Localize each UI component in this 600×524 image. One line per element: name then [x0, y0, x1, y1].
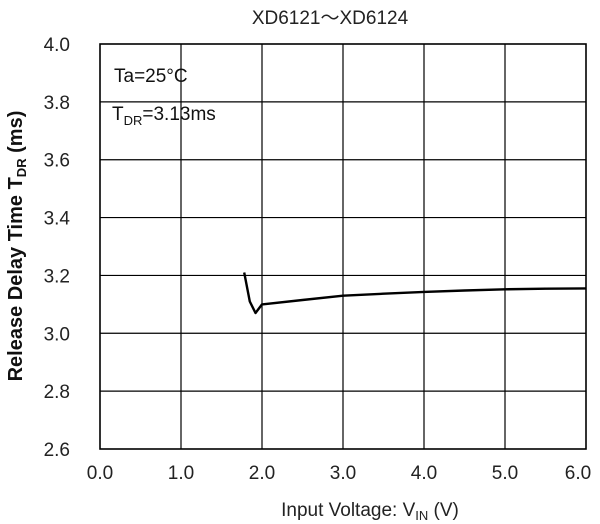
y-tick-label: 2.8 — [44, 382, 70, 403]
y-tick-label: 3.0 — [44, 324, 70, 345]
y-tick-labels: 2.6 2.8 3.0 3.2 3.4 3.6 3.8 4.0 — [44, 35, 71, 461]
x-tick-labels: 0.0 1.0 2.0 3.0 4.0 5.0 6.0 — [87, 463, 591, 484]
series-line — [243, 272, 587, 315]
chart-title: XD6121〜XD6124 — [252, 8, 409, 29]
x-tick-label: 1.0 — [168, 463, 194, 484]
x-tick-label: 4.0 — [411, 463, 437, 484]
grid-lines — [100, 44, 586, 449]
x-tick-label: 2.0 — [249, 463, 275, 484]
tdr-annotation: TDR=3.13ms — [112, 104, 216, 128]
plot-frame — [99, 43, 587, 450]
ambient-temp-annotation: Ta=25°C — [114, 66, 188, 87]
x-tick-label: 6.0 — [565, 463, 591, 484]
x-tick-label: 5.0 — [492, 463, 518, 484]
y-tick-label: 3.4 — [44, 209, 71, 230]
y-tick-label: 2.6 — [44, 440, 70, 461]
x-tick-label: 3.0 — [330, 463, 356, 484]
x-axis-label: Input Voltage: VIN (V) — [281, 500, 459, 523]
y-tick-label: 3.6 — [44, 151, 70, 172]
y-tick-label: 3.8 — [44, 93, 70, 114]
y-tick-label: 3.2 — [44, 266, 70, 287]
x-tick-label: 0.0 — [87, 463, 113, 484]
y-axis-label: Release Delay Time TDR (ms) — [5, 111, 29, 382]
y-tick-label: 4.0 — [44, 35, 70, 56]
